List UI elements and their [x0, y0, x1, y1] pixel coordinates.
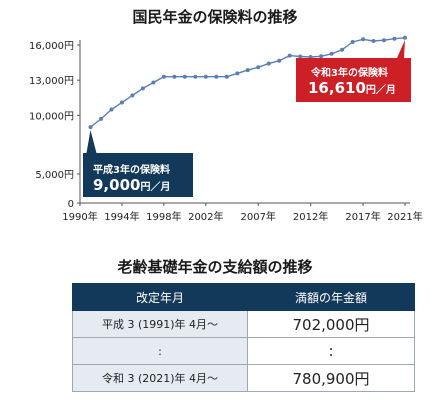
table-row: : :	[72, 337, 415, 365]
data-point	[182, 74, 187, 79]
data-point	[224, 74, 229, 79]
data-point	[256, 65, 261, 70]
data-point	[298, 54, 303, 59]
data-point	[382, 38, 386, 43]
data-point	[287, 53, 292, 58]
y-tick-label: 16,000円	[29, 41, 74, 52]
data-point	[245, 68, 250, 73]
data-point	[109, 107, 114, 112]
callout-1991-value: 9,000	[93, 176, 141, 194]
data-point	[151, 80, 156, 85]
data-point	[161, 74, 166, 79]
x-tick-label: 2002年	[188, 210, 223, 223]
header-revision-date: 改定年月	[72, 283, 248, 311]
data-point	[214, 74, 219, 79]
x-tick-label: 1998年	[146, 210, 181, 223]
table-header-row: 改定年月 満額の年金額	[72, 283, 415, 311]
table-row: 令和 3 (2021)年 4月～ 780,900円	[72, 364, 415, 392]
data-point	[350, 40, 355, 44]
callout-2021-value: 16,610	[308, 79, 366, 97]
premium-line-chart: 0 5,000円 10,000円 13,000円 16,000円 1990年 1994年 19…	[29, 35, 423, 223]
data-point	[130, 93, 135, 98]
callout-1991-premium: 平成3年の保険料 9,000円／月	[83, 153, 193, 197]
y-tick-label: 10,000円	[29, 111, 74, 122]
data-point	[403, 35, 407, 40]
row-ellipsis-date: :	[72, 337, 248, 365]
row-ellipsis-amount: :	[247, 337, 415, 365]
callout-1991-label: 平成3年の保険料	[93, 165, 170, 176]
data-point	[329, 51, 334, 56]
pension-amount-table: 改定年月 満額の年金額 平成 3 (1991)年 4月～ 702,000円 : …	[72, 283, 415, 392]
data-point	[392, 36, 397, 41]
x-tick-label: 2017年	[345, 210, 380, 223]
row-2021-date: 令和 3 (2021)年 4月～	[72, 364, 248, 392]
x-tick-label: 1994年	[104, 210, 139, 223]
data-point	[277, 58, 282, 63]
callout-2021-label: 令和3年の保険料	[311, 68, 388, 79]
data-point	[119, 100, 124, 105]
data-point	[266, 61, 271, 66]
x-tick-label: 2007年	[240, 210, 275, 223]
table-row: 平成 3 (1991)年 4月～ 702,000円	[72, 310, 415, 338]
x-tick-label: 1990年	[62, 210, 97, 223]
y-tick-label: 13,000円	[29, 76, 74, 87]
data-point	[340, 47, 345, 52]
y-tick-label: 5,000円	[35, 170, 74, 181]
row-1991-date: 平成 3 (1991)年 4月～	[72, 310, 248, 338]
data-point	[88, 125, 93, 130]
data-point	[361, 37, 366, 42]
y-tick-label: 0	[68, 199, 74, 210]
data-point	[371, 39, 376, 43]
data-point	[140, 86, 145, 91]
row-1991-amount: 702,000円	[247, 310, 415, 338]
table-title: 老齢基礎年金の支給額の推移	[117, 258, 313, 276]
data-point	[203, 74, 208, 79]
data-point	[319, 54, 324, 59]
callout-1991-unit: 円／月	[140, 182, 171, 193]
x-tick-label: 2021年	[387, 210, 422, 223]
chart-title: 国民年金の保険料の推移	[132, 8, 298, 26]
callout-2021-premium: 令和3年の保険料 16,610円／月	[296, 58, 411, 102]
data-point	[99, 116, 103, 121]
callout-1991-pointer	[86, 130, 97, 153]
data-point	[193, 74, 198, 79]
callout-2021-pointer	[397, 39, 405, 58]
data-point	[172, 74, 177, 79]
callout-2021-unit: 円／月	[365, 85, 396, 96]
x-tick-label: 2012年	[293, 210, 328, 223]
row-2021-amount: 780,900円	[247, 364, 415, 392]
data-point	[235, 71, 240, 76]
header-full-amount: 満額の年金額	[247, 283, 415, 311]
